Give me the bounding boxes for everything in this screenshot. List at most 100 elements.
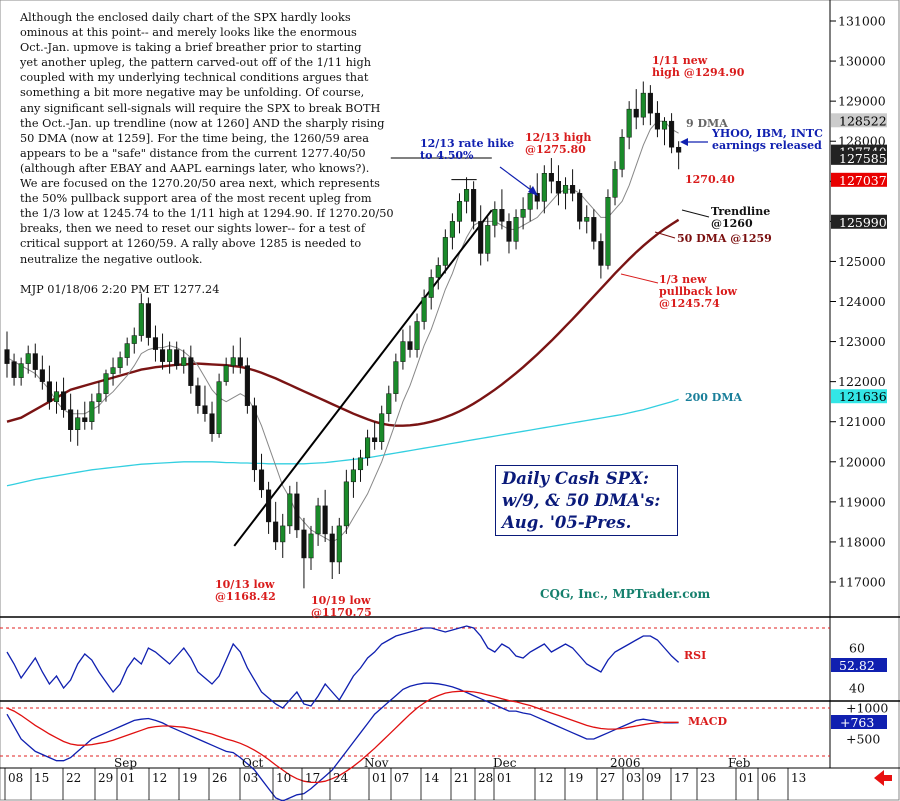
candle-body — [464, 189, 470, 202]
candle-body — [449, 221, 455, 238]
candle-body — [103, 373, 109, 394]
candle-body — [605, 197, 611, 266]
trendline — [233, 209, 493, 547]
date-tick-label: 24 — [333, 771, 349, 785]
rsi-tick-label: 40 — [849, 681, 865, 696]
scroll-left-arrow-icon[interactable] — [872, 769, 894, 787]
candle-body — [209, 413, 215, 434]
candle-body — [612, 169, 618, 198]
rsi-value-badge — [831, 658, 887, 672]
annotation-label: high @1294.90 — [652, 66, 745, 79]
candle-body — [308, 533, 314, 559]
candle-body — [499, 209, 505, 222]
candle-body — [223, 365, 229, 382]
date-tick-label: 01 — [739, 771, 754, 785]
annotation-label: 1/11 new — [652, 54, 708, 67]
candle-body — [329, 533, 335, 563]
annotation-label: 12/13 rate hike — [420, 137, 514, 150]
month-label: Feb — [728, 756, 751, 770]
annotation-label: 10/13 low — [215, 578, 275, 591]
candle-body — [237, 357, 243, 366]
candle-body — [661, 120, 668, 130]
candle-body — [273, 521, 279, 543]
ma50-pointer — [654, 231, 676, 239]
annotation-label: earnings released — [712, 139, 822, 152]
candle-body — [527, 193, 533, 210]
chart-title-box: Daily Cash SPX: w/9, & 50 DMA's: Aug. '0… — [495, 465, 678, 536]
candle-body — [131, 335, 137, 344]
candle-body — [110, 367, 116, 374]
candle-body — [647, 92, 653, 114]
candle-body — [68, 409, 74, 430]
y-tick-label: 130000 — [838, 54, 886, 69]
price-badge-label: 121636 — [839, 389, 887, 404]
y-tick-label: 125000 — [838, 254, 886, 269]
date-tick-label: 27 — [600, 771, 615, 785]
date-tick-label: 01 — [497, 771, 512, 785]
candle-body — [379, 413, 385, 443]
date-tick-label: 12 — [152, 771, 167, 785]
candle-body — [534, 193, 540, 202]
candle-body — [492, 209, 498, 226]
price-badge — [831, 172, 887, 187]
candle-body — [152, 337, 159, 350]
date-tick-label: 15 — [34, 771, 49, 785]
candle-body — [372, 437, 378, 443]
ma200-line — [6, 398, 679, 487]
candle-body — [315, 505, 321, 535]
date-tick-label: 01 — [120, 771, 135, 785]
candle-body — [181, 357, 187, 366]
candle-body — [159, 349, 166, 362]
date-tick-label: 19 — [182, 771, 197, 785]
rsi-title: RSI — [684, 649, 706, 662]
date-tick-label: 07 — [394, 771, 409, 785]
annotation-label: @1245.74 — [659, 297, 720, 310]
annotation-label: 1270.40 — [685, 173, 735, 186]
candle-body — [598, 241, 604, 266]
candle-body — [669, 120, 675, 148]
macd-title: MACD — [688, 715, 727, 728]
candle-body — [365, 437, 371, 459]
price-badge-label: 127037 — [839, 173, 887, 188]
candle-body — [626, 108, 632, 138]
candle-body — [145, 303, 151, 338]
annotation-label: 12/13 high — [525, 131, 591, 144]
price-badge-label: 128522 — [839, 113, 887, 128]
candle-body — [230, 357, 236, 366]
candle-body — [244, 365, 250, 406]
date-tick-label: 21 — [454, 771, 469, 785]
annotation-label: 50 DMA @1259 — [677, 232, 772, 245]
candle-body — [421, 297, 427, 322]
candle-body — [633, 108, 639, 118]
candle-body — [435, 265, 441, 278]
date-tick-label: 23 — [700, 771, 715, 785]
candle-body — [506, 221, 512, 242]
candle-body — [548, 173, 554, 182]
candle-body — [555, 181, 562, 194]
date-tick-label: 03 — [626, 771, 641, 785]
candle-body — [11, 361, 17, 378]
candle-body — [138, 303, 144, 336]
candle-body — [61, 391, 67, 410]
y-tick-label: 119000 — [838, 494, 886, 509]
candle-body — [124, 343, 130, 358]
date-tick-label: 09 — [646, 771, 661, 785]
date-tick-label: 28 — [478, 771, 493, 785]
annotation-label: @1168.42 — [215, 590, 276, 603]
y-tick-label: 129000 — [838, 94, 886, 109]
candle-body — [117, 357, 123, 368]
macd-tick-label: +500 — [846, 732, 880, 747]
month-label: Oct — [242, 756, 264, 770]
candle-body — [96, 393, 102, 402]
candle-body — [654, 112, 660, 130]
candle-body — [216, 381, 222, 434]
price-badge — [831, 113, 887, 128]
candle-body — [520, 209, 526, 218]
candle-body — [18, 363, 24, 378]
macd-value-badge — [831, 715, 887, 729]
pullback-low-pointer — [620, 273, 659, 284]
annotation-label: 200 DMA — [685, 391, 743, 404]
candle-body — [280, 525, 286, 543]
